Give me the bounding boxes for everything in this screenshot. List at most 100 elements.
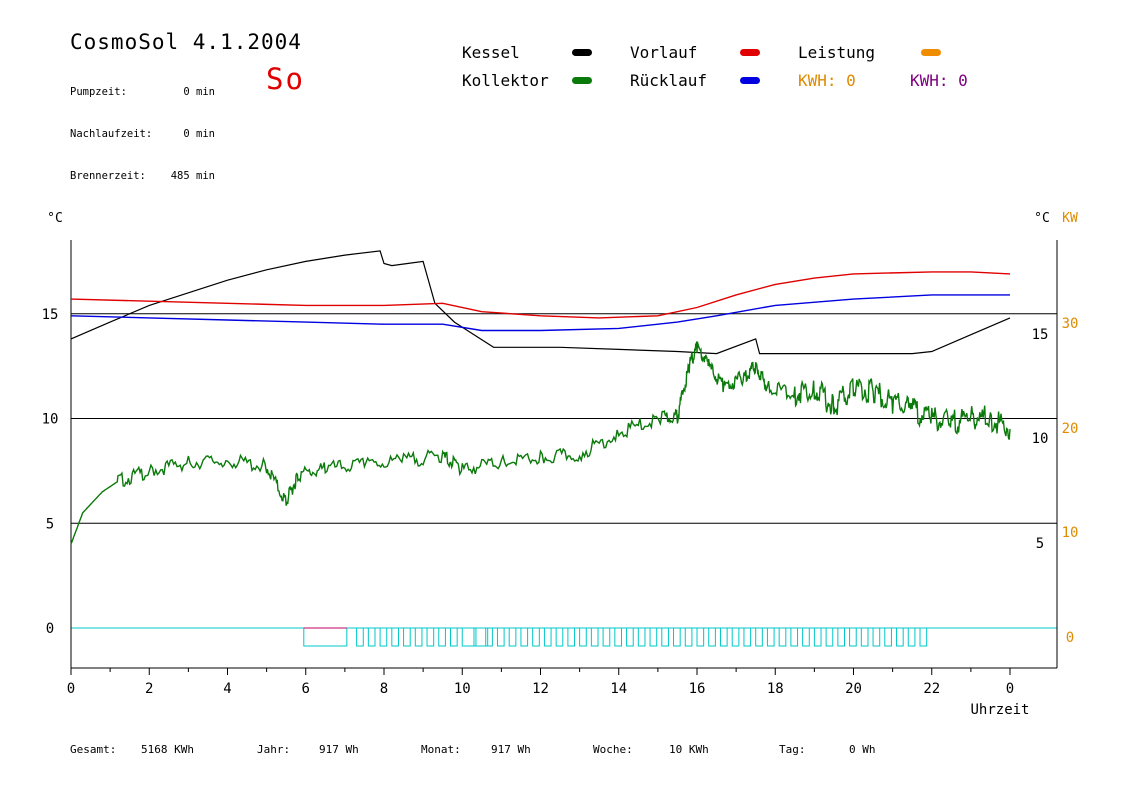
pump-cycle <box>461 627 477 647</box>
legend-vorlauf-label: Vorlauf <box>630 43 698 62</box>
y-tick-label-right-temp: 5 <box>1036 536 1044 552</box>
footer-jahr-label: Jahr: <box>257 743 291 756</box>
y-unit-right-power: KW <box>1062 211 1078 226</box>
pump-cycle <box>450 627 458 647</box>
x-tick-label: 0 <box>1006 681 1014 697</box>
stat-value: 0 min <box>183 86 215 98</box>
pump-cycle <box>860 627 869 647</box>
stat-brennerzeit: Brennerzeit: 485 min <box>70 169 215 183</box>
pump-cycle <box>813 627 822 647</box>
x-tick-label: 14 <box>610 681 627 697</box>
pump-cycle <box>637 627 646 647</box>
y-tick-label-right-power: 20 <box>1062 421 1079 437</box>
gridlines <box>71 313 1057 629</box>
stat-label: Nachlaufzeit: <box>70 128 153 140</box>
pump-cycle <box>907 627 916 647</box>
footer-woche-label: Woche: <box>593 743 633 756</box>
footer-tag-value: 0 Wh <box>849 743 876 756</box>
y-tick-label-left: 10 <box>42 412 59 428</box>
legend-ruecklauf-label: Rücklauf <box>630 71 708 90</box>
pump-cycle <box>520 627 529 647</box>
weekday-label: So <box>266 62 305 96</box>
pump-cycle <box>708 627 716 647</box>
y-unit-right-temp: °C <box>1034 211 1050 226</box>
pump-cycle <box>555 627 564 647</box>
pump-cycle <box>579 627 587 647</box>
pump-cycle <box>872 627 881 647</box>
pump-cycle <box>849 627 857 647</box>
series-line-vorlauf <box>70 271 1011 319</box>
y-unit-left: °C <box>47 211 63 226</box>
stat-label: Brennerzeit: <box>70 170 146 182</box>
pump-cycle <box>837 627 846 647</box>
y-tick-label-right-temp: 10 <box>1032 431 1049 447</box>
stat-value: 485 min <box>170 170 215 182</box>
stat-value: 0 min <box>183 128 215 140</box>
footer-monat-label: Monat: <box>421 743 461 756</box>
footer-gesamt-label: Gesamt: <box>70 743 117 756</box>
stat-label: Pumpzeit: <box>70 86 127 98</box>
pump-cycle <box>719 627 728 647</box>
pump-cycle <box>438 627 446 647</box>
legend-kessel-label: Kessel <box>462 43 520 62</box>
pump-cycle <box>684 627 693 647</box>
pump-block <box>303 627 348 647</box>
axes <box>70 240 1058 675</box>
legend-vorlauf-swatch <box>740 49 760 56</box>
legend-ruecklauf-swatch <box>740 77 760 84</box>
pump-cycle <box>426 627 435 647</box>
y-tick-label-right-temp: 15 <box>1032 327 1049 343</box>
pump-cycle <box>602 627 611 647</box>
series-line-kessel <box>70 250 1011 355</box>
footer-jahr-value: 917 Wh <box>319 743 359 756</box>
x-tick-label: 0 <box>67 681 75 697</box>
pump-cycle <box>790 627 799 647</box>
legend-kollektor-label: Kollektor <box>462 71 549 90</box>
x-tick-label: 20 <box>845 681 862 697</box>
y-tick-label-right-power: 0 <box>1066 630 1074 646</box>
x-tick-label: 18 <box>767 681 784 697</box>
pump-cycle <box>766 627 775 647</box>
series-line-ruecklauf <box>70 294 1010 332</box>
pump-cycle <box>414 627 423 647</box>
pump-cycle <box>496 627 505 647</box>
pump-cycle <box>825 627 834 647</box>
pump-cycle <box>614 627 622 647</box>
legend-kwh-orange: KWH: 0 <box>798 71 856 90</box>
stat-nachlaufzeit: Nachlaufzeit: 0 min <box>70 127 215 141</box>
legend-kwh-purple: KWH: 0 <box>910 71 968 90</box>
footer-gesamt-value: 5168 KWh <box>141 743 194 756</box>
y-tick-label-right-power: 10 <box>1062 525 1079 541</box>
legend-leistung-label: Leistung <box>798 43 876 62</box>
legend-leistung-swatch <box>921 49 941 56</box>
footer-woche-value: 10 KWh <box>669 743 709 756</box>
pump-cycle <box>485 627 493 647</box>
footer-monat-value: 917 Wh <box>491 743 531 756</box>
legend-kessel-swatch <box>572 49 592 56</box>
pump-cycle <box>567 627 576 647</box>
pump-cycle <box>379 627 388 647</box>
x-tick-label: 6 <box>302 681 310 697</box>
x-tick-label: 22 <box>923 681 940 697</box>
pump-cycle <box>884 627 892 647</box>
pump-cycle <box>661 627 669 647</box>
pump-cycle <box>696 627 705 647</box>
pump-cycle <box>755 627 763 647</box>
footer-tag-label: Tag: <box>779 743 806 756</box>
pump-cycle <box>508 627 517 647</box>
x-tick-label: 16 <box>689 681 706 697</box>
pump-cycle <box>367 627 376 647</box>
y-tick-label-left: 15 <box>42 307 59 323</box>
pump-cycle <box>743 627 752 647</box>
pump-cycle <box>919 627 928 647</box>
pump-cycles <box>303 627 928 647</box>
pump-cycle <box>543 627 552 647</box>
pump-cycle <box>590 627 599 647</box>
x-tick-label: 4 <box>223 681 231 697</box>
stats-block: Pumpzeit: 0 min Nachlaufzeit: 0 min Brenne… <box>70 57 215 197</box>
y-tick-label-left: 5 <box>46 516 54 532</box>
pump-cycle <box>673 627 681 647</box>
x-tick-label: 12 <box>532 681 549 697</box>
pump-cycle <box>473 627 489 647</box>
